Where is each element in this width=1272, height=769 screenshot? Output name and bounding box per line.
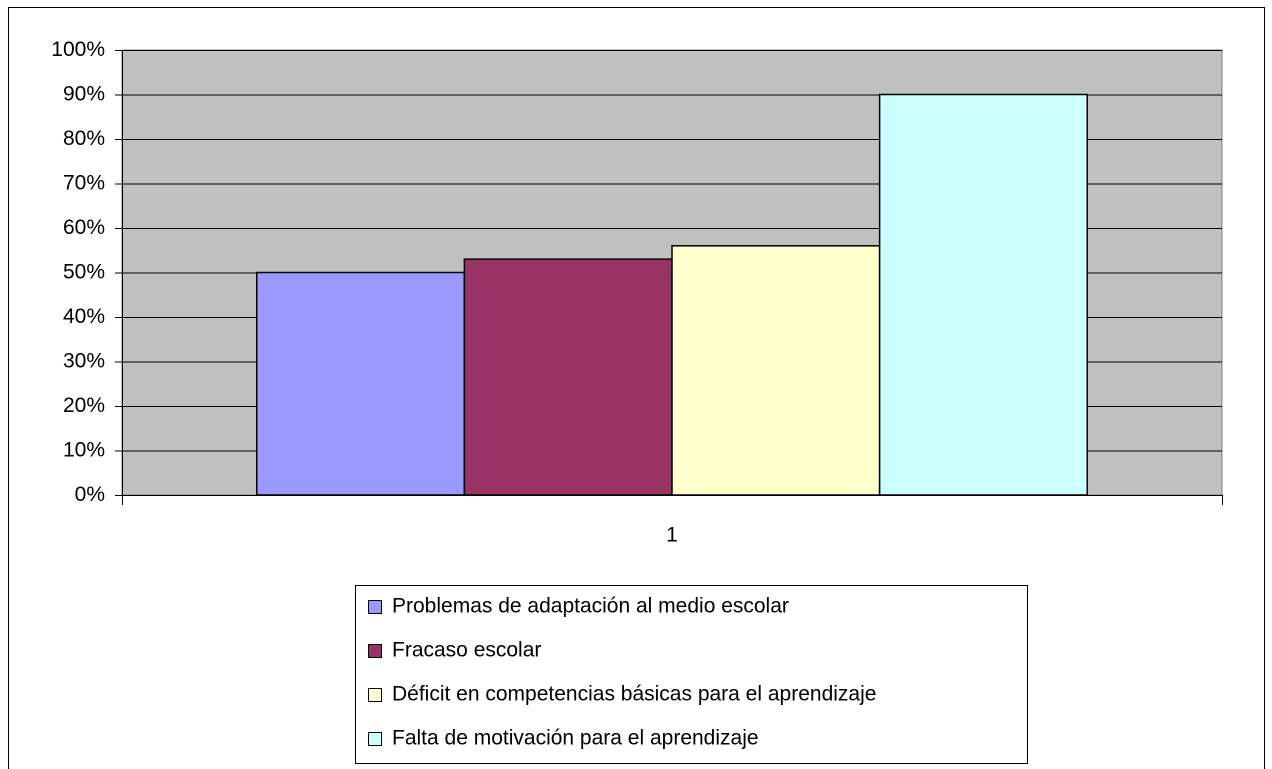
y-tick-label: 30% bbox=[63, 350, 105, 373]
bar bbox=[671, 245, 881, 496]
x-tick-label: 1 bbox=[666, 524, 678, 547]
legend-label: Falta de motivación para el aprendizaje bbox=[392, 727, 759, 750]
y-tick-label: 20% bbox=[63, 394, 105, 417]
bar bbox=[878, 93, 1088, 496]
y-tick-label: 40% bbox=[63, 305, 105, 328]
legend-swatch bbox=[368, 732, 382, 746]
y-tick-label: 50% bbox=[63, 261, 105, 284]
legend bbox=[355, 585, 1028, 764]
y-tick-label: 70% bbox=[63, 172, 105, 195]
y-tick-label: 100% bbox=[51, 38, 105, 61]
y-tick-label: 10% bbox=[63, 439, 105, 462]
legend-swatch bbox=[368, 600, 382, 614]
chart-frame bbox=[8, 7, 1265, 769]
y-tick-label: 90% bbox=[63, 83, 105, 106]
bar bbox=[463, 258, 673, 496]
bar bbox=[256, 271, 466, 496]
legend-label: Fracaso escolar bbox=[392, 639, 541, 662]
legend-label: Problemas de adaptación al medio escolar bbox=[392, 595, 789, 618]
legend-label: Déficit en competencias básicas para el … bbox=[392, 683, 876, 706]
y-tick-label: 0% bbox=[75, 483, 105, 506]
legend-swatch bbox=[368, 644, 382, 658]
legend-swatch bbox=[368, 688, 382, 702]
y-tick-label: 80% bbox=[63, 127, 105, 150]
y-tick-label: 60% bbox=[63, 216, 105, 239]
